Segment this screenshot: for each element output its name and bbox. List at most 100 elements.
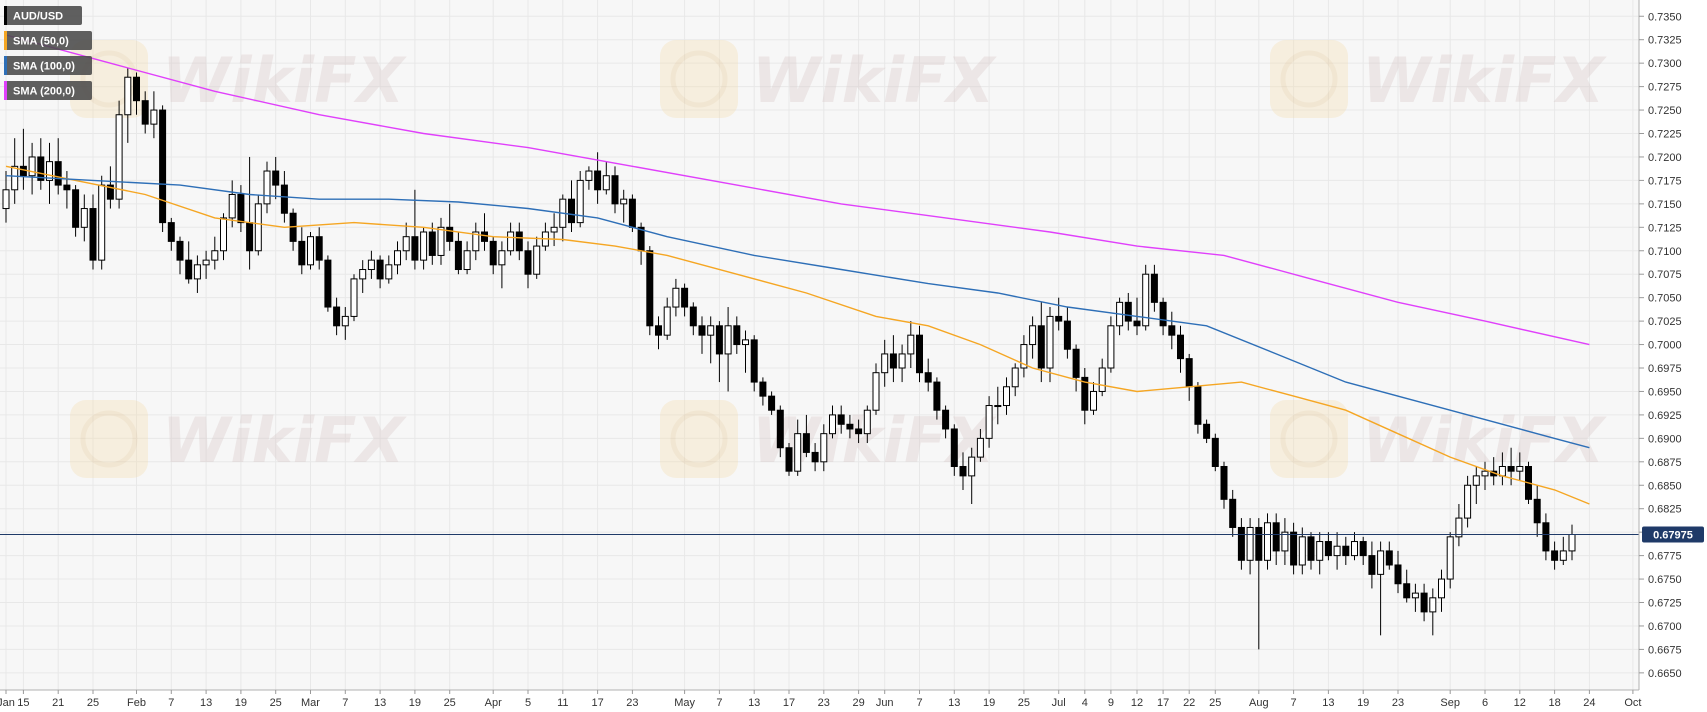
candle-body-up [1246, 526, 1254, 561]
legend-color-swatch [4, 31, 7, 50]
candle [1429, 588, 1437, 636]
candle-body-up [28, 156, 36, 177]
candle-body-up [1438, 578, 1445, 599]
candle [63, 171, 71, 209]
legend-item: AUD/USD [4, 6, 82, 25]
candle-body-down [1385, 550, 1393, 566]
candle-body-up [907, 334, 915, 355]
candle [150, 91, 158, 139]
candle [411, 189, 419, 270]
watermark-logo: WikiFX [660, 40, 997, 118]
candle [1046, 307, 1054, 383]
x-tick-label: 22 [1183, 697, 1195, 709]
candle-body-up [1142, 273, 1150, 327]
candle-body-down [916, 334, 923, 374]
candle [1124, 292, 1132, 331]
candle-body-down [185, 259, 193, 280]
candle-body-up [307, 236, 314, 266]
candle-body-up [872, 372, 880, 411]
x-tick-label: 18 [1548, 697, 1560, 709]
legend-item-bg [4, 81, 92, 100]
candle [907, 321, 915, 369]
candle [1420, 583, 1428, 622]
candle [594, 152, 602, 204]
candle [376, 255, 384, 289]
candle-body-down [1420, 592, 1428, 613]
candle [794, 419, 802, 476]
y-tick-label: 0.7225 [1648, 129, 1682, 141]
x-tick-label: 12 [1131, 697, 1143, 709]
y-tick-label: 0.6825 [1648, 504, 1682, 516]
candle [228, 180, 236, 228]
candle-body-down [454, 240, 462, 271]
candle [811, 443, 819, 472]
candle [54, 138, 62, 195]
candle [785, 443, 793, 476]
x-tick-label: Apr [485, 697, 502, 709]
watermark-globe-icon [670, 50, 728, 108]
candle-body-up [820, 433, 828, 463]
x-tick-label: 25 [1209, 697, 1221, 709]
candle [298, 227, 306, 275]
candle-body-up [724, 325, 732, 355]
y-tick-label: 0.6675 [1648, 644, 1682, 656]
candle-body-up [1446, 536, 1454, 580]
candle [655, 316, 662, 350]
candle-body-up [742, 339, 749, 346]
candle-body-up [80, 208, 88, 228]
candle-body-down [1542, 522, 1550, 552]
candle [1507, 447, 1515, 486]
candle-body-down [759, 381, 767, 397]
price-axis[interactable] [1639, 0, 1707, 712]
x-tick-label: 13 [1322, 697, 1334, 709]
x-axis-ticks[interactable]: Jan15 21 25 Feb 7 13 19 25 Mar 7 13 19 25 Apr 5 11 17 23 M… [0, 690, 1641, 709]
candle [437, 217, 445, 265]
candle-body-down [481, 231, 488, 242]
candle-body-up [707, 325, 715, 336]
x-tick-label: 4 [1082, 697, 1088, 709]
candle-body-up [1351, 541, 1358, 557]
y-tick-label: 0.6725 [1648, 598, 1682, 610]
candle [1246, 518, 1254, 575]
candle [889, 335, 897, 383]
candle [872, 363, 880, 415]
candle-body-down [1037, 325, 1045, 369]
candle-body-down [837, 414, 845, 425]
watermark-globe-icon [1280, 50, 1338, 108]
candle-body-up [985, 405, 993, 439]
y-tick-label: 0.7275 [1648, 82, 1682, 94]
candle-body-up [211, 250, 219, 261]
x-tick-label: 12 [1514, 697, 1526, 709]
candle-body-up [472, 231, 480, 252]
x-tick-label: 25 [270, 697, 282, 709]
candle [881, 339, 889, 387]
candle-body-up [1455, 517, 1463, 538]
candle [211, 236, 219, 270]
watermark-globe-icon [1280, 410, 1338, 468]
x-tick-label: Jul [1052, 697, 1066, 709]
candle-body-down [1055, 315, 1063, 322]
candle [1394, 550, 1402, 594]
candle [89, 194, 97, 270]
legend-color-swatch [4, 6, 7, 25]
candle-body-down [1220, 465, 1228, 500]
x-tick-label: 11 [557, 697, 568, 709]
y-tick-label: 0.7350 [1648, 11, 1682, 23]
candle-body-up [1098, 367, 1106, 392]
candle [689, 302, 697, 336]
candle-body-down [1159, 301, 1167, 327]
candle-body-down [428, 231, 436, 256]
y-tick-label: 0.6850 [1648, 480, 1682, 492]
x-tick-label: 23 [818, 697, 830, 709]
candle-body-up [115, 114, 123, 200]
candlestick-series [2, 67, 1576, 650]
current-price-tag-bg [1642, 526, 1704, 543]
candle [672, 278, 680, 317]
candle-body-down [655, 325, 662, 336]
current-price-label: 0.67975 [1653, 530, 1693, 542]
candle-body-down [1507, 465, 1515, 472]
candle [968, 447, 976, 505]
candle-body-down [246, 222, 254, 252]
candle [193, 255, 201, 293]
